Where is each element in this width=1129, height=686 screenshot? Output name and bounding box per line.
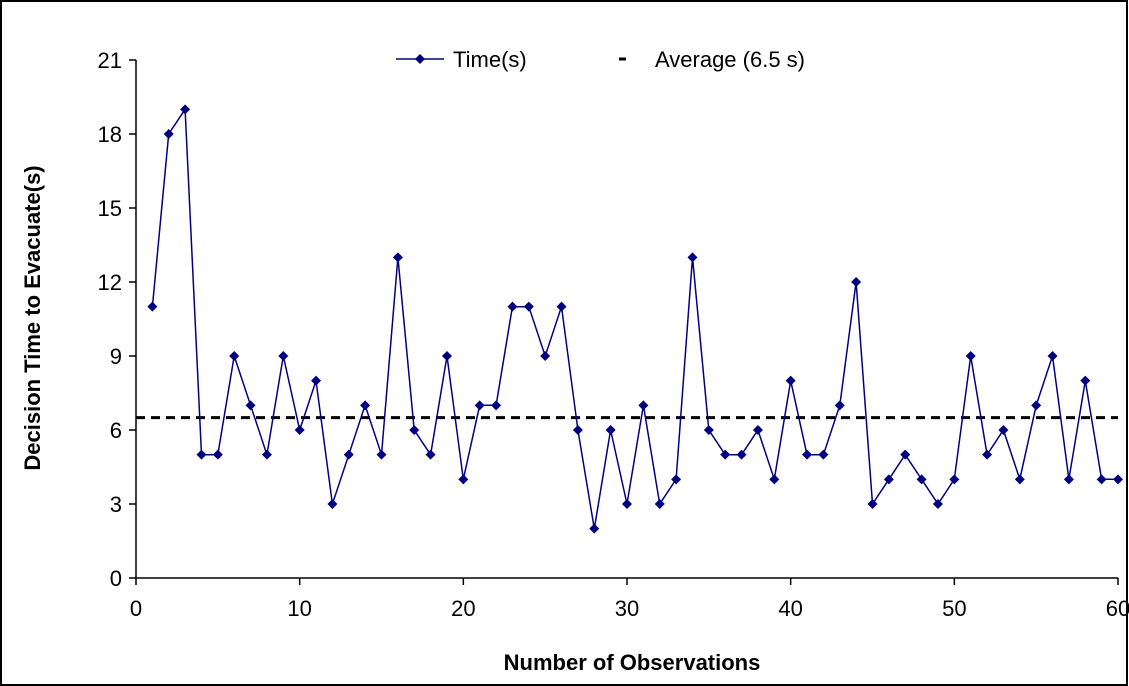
data-point-marker — [409, 425, 420, 435]
y-tick-label: 12 — [98, 270, 122, 295]
axes: 0 3 6 9 12 15 18 21 0 10 20 30 40 50 60 — [98, 48, 1129, 621]
data-point-marker — [540, 351, 551, 361]
data-point-marker — [245, 400, 256, 411]
data-point-marker — [736, 449, 747, 460]
y-tick-label: 18 — [98, 122, 122, 147]
legend: Time(s) Average (6.5 s) — [396, 47, 805, 72]
x-tick-label: 60 — [1106, 596, 1129, 621]
time-series-group — [147, 104, 1123, 534]
data-point-marker — [900, 449, 911, 460]
data-point-marker — [802, 449, 813, 460]
data-point-marker — [818, 449, 829, 460]
data-point-marker — [392, 252, 403, 263]
data-point-marker — [261, 449, 272, 460]
x-axis-title: Number of Observations — [504, 650, 761, 675]
data-point-marker — [212, 449, 223, 460]
data-point-marker — [687, 252, 698, 263]
data-point-marker — [1080, 375, 1091, 386]
data-point-marker — [654, 499, 665, 509]
data-point-marker — [622, 499, 632, 509]
data-point-marker — [229, 351, 240, 361]
data-point-marker — [278, 351, 289, 361]
data-point-marker — [638, 400, 649, 411]
y-tick-label: 9 — [110, 344, 122, 369]
data-point-marker — [572, 425, 583, 435]
data-point-marker — [441, 351, 452, 361]
data-point-marker — [1096, 474, 1107, 485]
data-point-marker — [720, 449, 731, 460]
legend-time-marker — [415, 54, 425, 64]
data-point-marker — [163, 129, 174, 139]
y-tick-label: 3 — [110, 492, 122, 517]
x-tick-label: 40 — [778, 596, 802, 621]
data-point-marker — [458, 474, 469, 485]
data-point-marker — [556, 301, 567, 312]
data-point-marker — [671, 474, 682, 485]
data-point-marker — [867, 499, 878, 509]
data-point-marker — [491, 400, 502, 411]
data-point-marker — [474, 400, 485, 411]
data-point-marker — [949, 474, 960, 485]
data-point-marker — [507, 301, 518, 312]
y-tick-label: 15 — [98, 196, 122, 221]
data-point-marker — [376, 449, 387, 460]
data-point-marker — [343, 449, 354, 460]
y-axis-title: Decision Time to Evacuate(s) — [20, 165, 45, 470]
data-point-marker — [1047, 351, 1058, 361]
data-point-marker — [180, 104, 191, 115]
data-point-marker — [425, 449, 436, 460]
data-point-marker — [1113, 474, 1123, 485]
data-point-marker — [360, 400, 371, 411]
data-point-marker — [703, 425, 714, 435]
data-point-marker — [785, 375, 796, 386]
data-point-marker — [851, 277, 862, 287]
data-point-marker — [916, 474, 927, 485]
x-tick-label: 50 — [942, 596, 966, 621]
data-point-marker — [998, 425, 1009, 435]
data-point-marker — [605, 425, 616, 435]
data-point-marker — [965, 351, 976, 361]
data-point-marker — [982, 449, 993, 460]
data-point-marker — [327, 499, 338, 509]
y-tick-label: 21 — [98, 48, 122, 73]
data-point-marker — [1063, 474, 1074, 485]
y-tick-label: 0 — [110, 566, 122, 591]
data-point-marker — [294, 425, 305, 435]
x-tick-label: 30 — [615, 596, 639, 621]
data-point-marker — [1031, 400, 1042, 411]
time-series-line — [151, 106, 1118, 529]
data-point-marker — [752, 425, 763, 435]
data-point-marker — [932, 499, 943, 509]
data-point-marker — [589, 523, 600, 534]
y-tick-label: 6 — [110, 418, 122, 443]
data-point-marker — [311, 375, 322, 386]
x-tick-label: 0 — [130, 596, 142, 621]
data-point-marker — [1014, 474, 1025, 485]
x-tick-label: 20 — [451, 596, 475, 621]
data-point-marker — [834, 400, 845, 411]
data-point-marker — [523, 301, 534, 312]
data-point-marker — [883, 474, 894, 485]
data-point-marker — [147, 301, 158, 312]
x-tick-label: 10 — [287, 596, 311, 621]
data-point-marker — [769, 474, 780, 485]
legend-average-label: Average (6.5 s) — [655, 47, 805, 72]
data-point-marker — [196, 449, 207, 460]
legend-time-label: Time(s) — [453, 47, 527, 72]
